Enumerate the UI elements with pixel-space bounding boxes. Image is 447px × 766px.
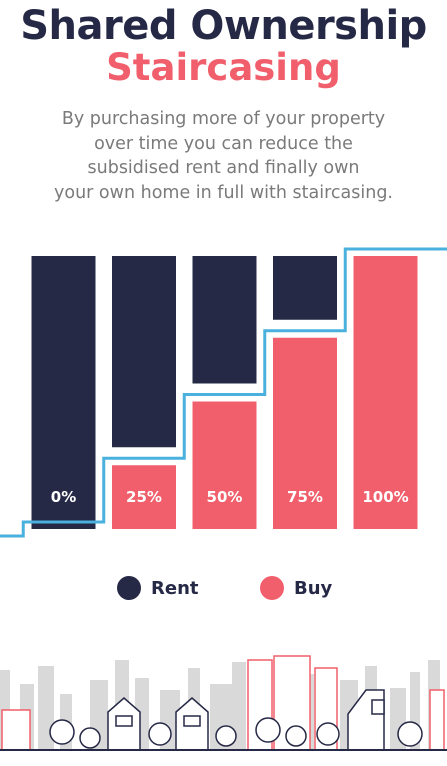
bar-rent-2 [192,256,257,384]
bar-label-2: 50% [207,488,243,506]
bar-buy-2 [192,401,257,529]
intro-line: over time you can reduce the [94,133,353,154]
legend-swatch-rent [117,576,141,600]
bar-label-1: 25% [126,488,162,506]
legend-item-buy: Buy [260,574,332,602]
legend-swatch-buy [260,576,284,600]
bar-rent-1 [112,256,176,448]
title-line-1: Shared Ownership [20,3,427,49]
stacked-bar-chart: 0% 25% 50% 75% 100% [0,247,447,538]
bar-rent-0 [31,256,96,529]
skyline-houses [107,689,385,751]
legend-item-rent: Rent [117,574,199,602]
bar-buy-3 [273,337,337,529]
intro-text: By purchasing more of your property over… [30,107,417,205]
chart-legend: Rent Buy [0,574,447,602]
legend-label-rent: Rent [151,577,199,599]
bar-buy-1 [112,465,176,529]
intro-line: By purchasing more of your property [61,109,386,129]
bar-label-0: 0% [51,488,76,506]
bar-label-4: 100% [362,488,408,506]
legend-label-buy: Buy [294,577,333,599]
city-skyline-icon [0,655,447,751]
bar-label-3: 75% [287,488,323,506]
intro-line: subsidised rent and finally own [87,158,360,178]
bar-buy-4 [353,256,418,529]
title-line-2: Staircasing [106,46,341,89]
staircase-outline [0,247,447,538]
intro-line: your own home in full with staircasing. [54,182,393,203]
bar-rent-3 [273,256,337,320]
skyline-trees [49,717,423,749]
